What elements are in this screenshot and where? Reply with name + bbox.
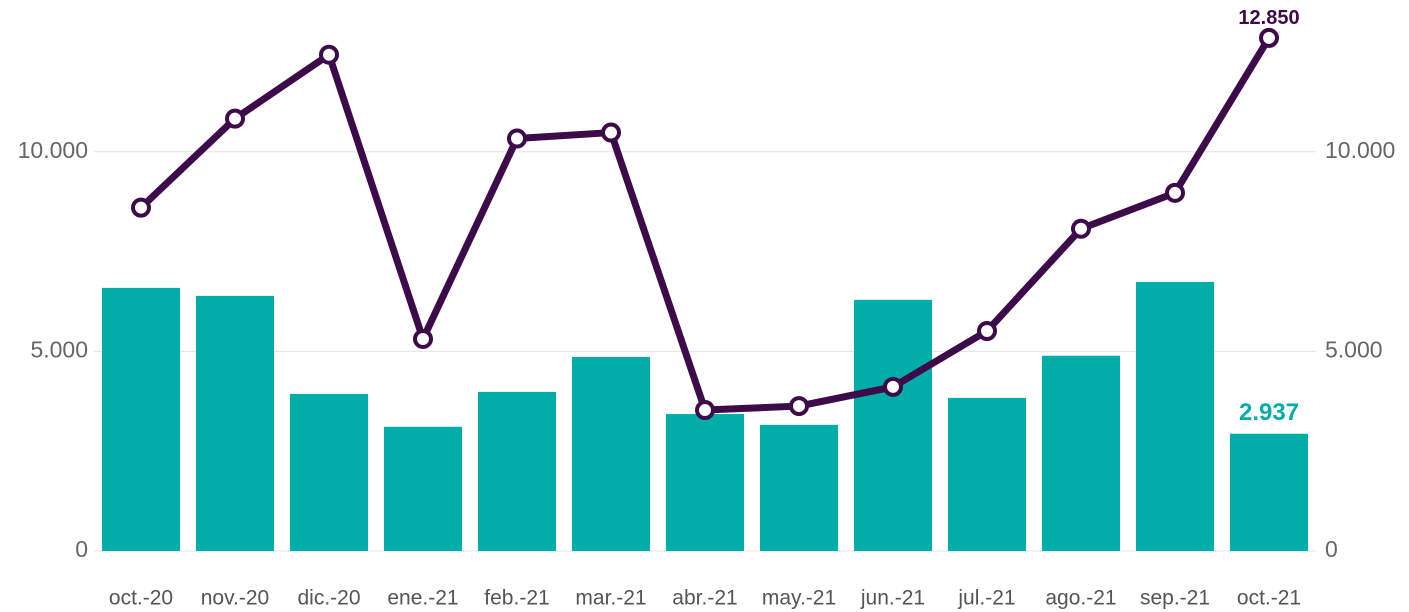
line-point (789, 396, 809, 417)
bar (571, 356, 651, 551)
x-tick-label: abr.-21 (672, 587, 737, 610)
y2-tick-label: 10.000 (1325, 137, 1395, 163)
line-point (601, 122, 621, 143)
line-point (319, 44, 339, 65)
line (138, 36, 1272, 414)
x-tick-label: sep.-21 (1140, 587, 1210, 610)
bar (759, 424, 839, 551)
line-value-label: 12.850 (1238, 7, 1299, 29)
bar (477, 391, 557, 551)
x-tick-label: ago.-21 (1045, 587, 1116, 610)
y-tick-label: 10.000 (18, 137, 88, 163)
x-tick-label: dic.-20 (297, 587, 360, 610)
line-point (131, 197, 151, 218)
x-tick-label: nov.-20 (201, 587, 270, 610)
bar (665, 414, 745, 551)
x-tick-label: jun.-21 (860, 587, 925, 610)
bar (383, 426, 463, 551)
line-point (225, 108, 245, 129)
line-point (695, 400, 715, 421)
x-tick-label: oct.-20 (109, 587, 173, 610)
line-point (1071, 218, 1091, 239)
y2-tick-label: 5.000 (1325, 336, 1383, 362)
x-tick-label: may.-21 (762, 587, 836, 610)
bar (947, 397, 1027, 551)
bar (1135, 281, 1215, 551)
line-point (413, 328, 433, 349)
x-tick-label: ene.-21 (387, 587, 458, 610)
y2-tick-label: 0 (1325, 536, 1338, 562)
x-tick-label: mar.-21 (575, 587, 646, 610)
bar (853, 299, 933, 551)
bar (289, 393, 369, 551)
bar-value-label: 2.937 (1239, 399, 1299, 426)
y-tick-label: 0 (75, 536, 88, 562)
bar (1041, 355, 1121, 551)
line-point (977, 320, 997, 341)
bar (195, 295, 275, 551)
line-point (1259, 27, 1279, 48)
line-point (507, 128, 527, 149)
y-tick-label: 5.000 (30, 336, 88, 362)
x-tick-label: jul.-21 (957, 587, 1015, 610)
x-tick-label: oct.-21 (1237, 587, 1301, 610)
bar (1229, 433, 1309, 551)
line-point (1165, 182, 1185, 203)
bar (101, 287, 181, 551)
x-tick-label: feb.-21 (484, 587, 549, 610)
line-point (883, 376, 903, 397)
